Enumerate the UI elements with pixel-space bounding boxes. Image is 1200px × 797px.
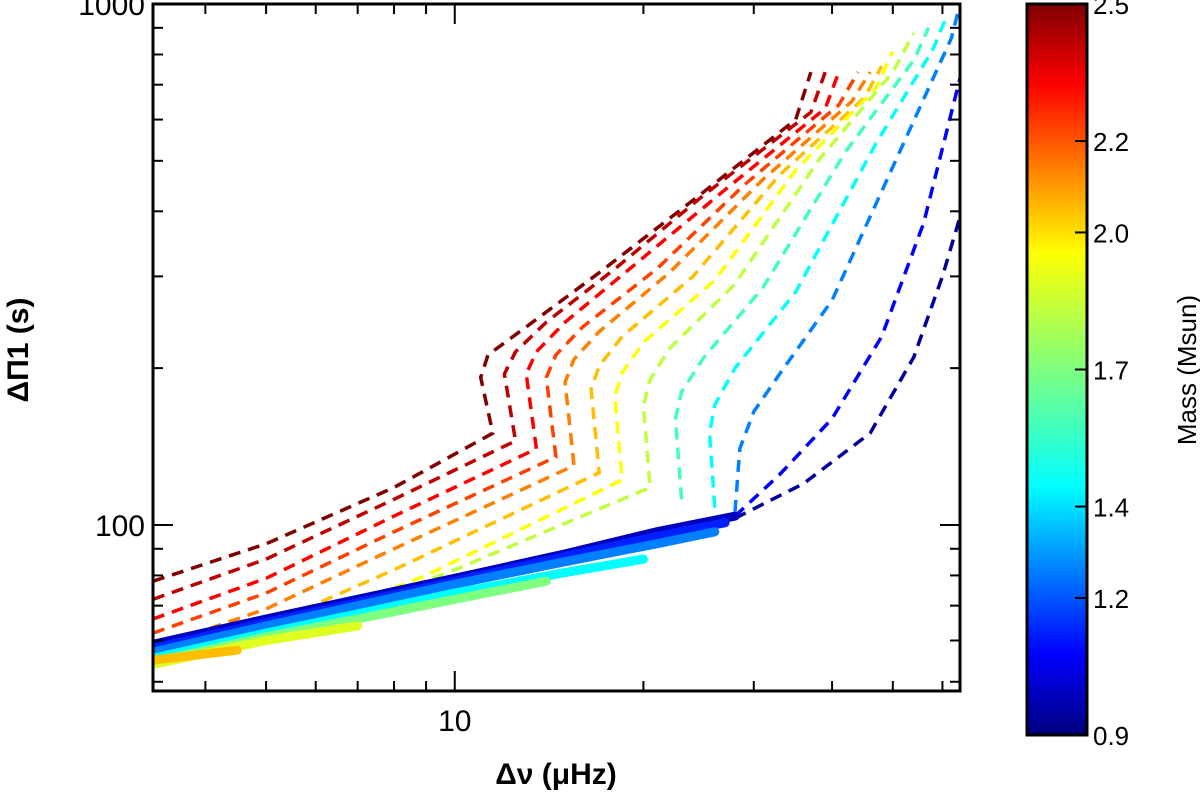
solid-track-6 <box>153 645 242 665</box>
dashed-track-4 <box>153 71 872 650</box>
dashed-track-8 <box>673 27 931 500</box>
dashed-track-2 <box>153 71 841 621</box>
x-axis-title: Δν (μHz) <box>495 758 617 791</box>
y-tick-label: 1000 <box>78 0 145 22</box>
dashed-track-0 <box>153 71 813 583</box>
axis-ticks: 10 100 1000 <box>78 0 960 738</box>
colorbar-tick-label: 0.9 <box>1093 721 1129 751</box>
y-tick-label: 100 <box>95 510 145 543</box>
colorbar-tick-label: 2.0 <box>1093 218 1129 248</box>
dashed-track-12 <box>734 216 960 520</box>
plot-frame <box>151 2 962 693</box>
dashed-track-1 <box>153 71 827 601</box>
colorbar: 0.9 1.2 1.4 1.7 2.0 2.2 2.5 Mass (Msun) <box>1025 0 1200 751</box>
colorbar-tick-label: 2.5 <box>1093 0 1129 20</box>
x-tick-label: 10 <box>438 705 471 738</box>
solid-track-2 <box>153 527 720 657</box>
dashed-track-11 <box>733 77 960 518</box>
dashed-track-3 <box>153 71 860 635</box>
colorbar-tick-label: 1.4 <box>1093 493 1129 523</box>
colorbar-title: Mass (Msun) <box>1172 295 1200 445</box>
colorbar-ticks: 0.9 1.2 1.4 1.7 2.0 2.2 2.5 <box>1075 0 1129 751</box>
plot-tracks <box>153 4 960 669</box>
dashed-track-9 <box>707 14 949 508</box>
colorbar-tick-label: 2.2 <box>1093 127 1129 157</box>
dashed-track-6 <box>204 50 895 658</box>
dashed-track-10 <box>733 4 960 512</box>
colorbar-tick-label: 1.2 <box>1093 584 1129 614</box>
colorbar-tick-label: 1.7 <box>1093 356 1129 386</box>
dashed-track-7 <box>357 32 916 608</box>
y-axis-title: ΔΠ1 (s) <box>2 298 35 403</box>
